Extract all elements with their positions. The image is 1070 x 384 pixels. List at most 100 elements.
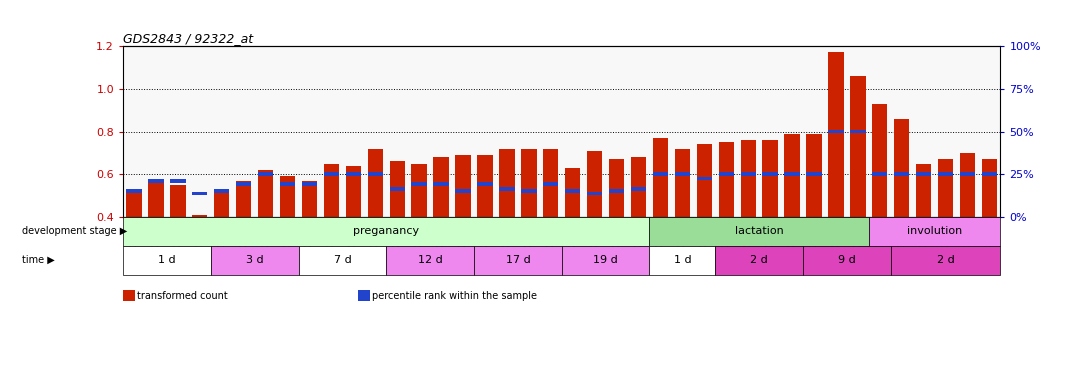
- Text: transformed count: transformed count: [137, 291, 228, 301]
- Bar: [126, 191, 141, 217]
- Bar: [389, 187, 404, 191]
- Bar: [214, 189, 229, 217]
- Bar: [544, 149, 559, 217]
- Bar: [716, 246, 802, 275]
- Bar: [389, 161, 404, 217]
- Bar: [653, 138, 668, 217]
- Bar: [649, 217, 869, 246]
- Text: 19 d: 19 d: [593, 255, 618, 265]
- Bar: [891, 246, 1000, 275]
- Bar: [609, 189, 624, 193]
- Bar: [149, 180, 164, 217]
- Bar: [258, 170, 273, 217]
- Bar: [675, 172, 690, 176]
- Bar: [368, 172, 383, 176]
- Bar: [214, 189, 229, 193]
- Bar: [872, 104, 887, 217]
- Bar: [587, 192, 602, 195]
- Bar: [719, 142, 734, 217]
- Bar: [653, 172, 668, 176]
- Bar: [236, 180, 251, 217]
- Bar: [828, 129, 843, 134]
- Bar: [149, 179, 164, 182]
- Text: 12 d: 12 d: [417, 255, 443, 265]
- Bar: [299, 246, 386, 275]
- Bar: [960, 172, 975, 176]
- Bar: [280, 182, 295, 186]
- Bar: [784, 134, 799, 217]
- Text: 2 d: 2 d: [936, 255, 954, 265]
- Bar: [565, 168, 580, 217]
- Bar: [521, 189, 536, 193]
- Bar: [456, 155, 471, 217]
- Bar: [544, 182, 559, 186]
- Bar: [500, 187, 515, 191]
- Bar: [982, 159, 997, 217]
- Bar: [916, 172, 931, 176]
- Text: GDS2843 / 92322_at: GDS2843 / 92322_at: [123, 32, 254, 45]
- Bar: [474, 246, 562, 275]
- Text: 1 d: 1 d: [674, 255, 691, 265]
- Text: development stage ▶: development stage ▶: [22, 226, 127, 237]
- Bar: [302, 182, 317, 186]
- Bar: [807, 134, 822, 217]
- Bar: [869, 217, 1000, 246]
- Bar: [938, 172, 953, 176]
- Bar: [982, 172, 997, 176]
- Bar: [346, 172, 361, 176]
- Text: 9 d: 9 d: [838, 255, 856, 265]
- Bar: [807, 172, 822, 176]
- Bar: [500, 149, 515, 217]
- Bar: [258, 172, 273, 176]
- Bar: [346, 166, 361, 217]
- Bar: [851, 76, 866, 217]
- Bar: [960, 153, 975, 217]
- Bar: [170, 185, 185, 217]
- Bar: [211, 246, 299, 275]
- Bar: [895, 119, 910, 217]
- Bar: [763, 140, 778, 217]
- Bar: [236, 182, 251, 186]
- Bar: [631, 187, 646, 191]
- Bar: [649, 246, 716, 275]
- Bar: [193, 192, 208, 195]
- Text: percentile rank within the sample: percentile rank within the sample: [372, 291, 537, 301]
- Bar: [740, 140, 755, 217]
- Bar: [170, 179, 185, 182]
- Text: preganancy: preganancy: [353, 226, 419, 237]
- Bar: [126, 189, 141, 193]
- Bar: [280, 176, 295, 217]
- Bar: [895, 172, 910, 176]
- Bar: [828, 53, 843, 217]
- Bar: [565, 189, 580, 193]
- Bar: [562, 246, 649, 275]
- Bar: [521, 149, 536, 217]
- Bar: [938, 159, 953, 217]
- Text: lactation: lactation: [735, 226, 783, 237]
- Bar: [587, 151, 602, 217]
- Text: involution: involution: [907, 226, 962, 237]
- Bar: [740, 172, 755, 176]
- Text: 2 d: 2 d: [750, 255, 768, 265]
- Bar: [802, 246, 891, 275]
- Bar: [851, 129, 866, 134]
- Bar: [123, 246, 211, 275]
- Text: 7 d: 7 d: [334, 255, 351, 265]
- Bar: [433, 157, 448, 217]
- Bar: [763, 172, 778, 176]
- Bar: [302, 180, 317, 217]
- Bar: [631, 157, 646, 217]
- Text: time ▶: time ▶: [22, 255, 55, 265]
- Bar: [324, 172, 339, 176]
- Text: 17 d: 17 d: [505, 255, 531, 265]
- Bar: [433, 182, 448, 186]
- Bar: [368, 149, 383, 217]
- Bar: [193, 215, 208, 217]
- Bar: [477, 182, 492, 186]
- Bar: [916, 164, 931, 217]
- Bar: [609, 159, 624, 217]
- Bar: [386, 246, 474, 275]
- Text: 3 d: 3 d: [246, 255, 263, 265]
- Bar: [456, 189, 471, 193]
- Bar: [477, 155, 492, 217]
